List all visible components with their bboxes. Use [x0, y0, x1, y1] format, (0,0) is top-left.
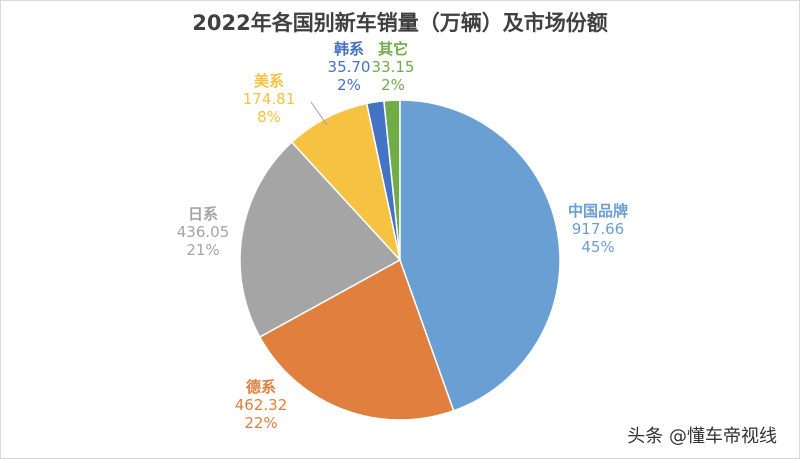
leader-line: [310, 101, 328, 126]
data-label-japanese: 日系 436.05 21%: [176, 205, 230, 259]
data-label-american: 美系 174.81 8%: [242, 72, 296, 126]
pie-slice-0: [399, 99, 561, 412]
data-label-other: 其它 33.15 2%: [371, 40, 415, 94]
data-label-china: 中国品牌 917.66 45%: [567, 202, 629, 256]
data-label-german: 德系 462.32 22%: [234, 378, 288, 432]
data-label-korean: 韩系 35.70 2%: [327, 40, 371, 94]
pie-slice-1: [258, 258, 455, 421]
pie-slice-2: [239, 141, 402, 339]
watermark: 头条 @懂车帝视线: [627, 426, 777, 447]
pie-slice-3: [290, 102, 402, 263]
chart-title: 2022年各国别新车销量（万辆）及市场份额: [192, 11, 608, 35]
